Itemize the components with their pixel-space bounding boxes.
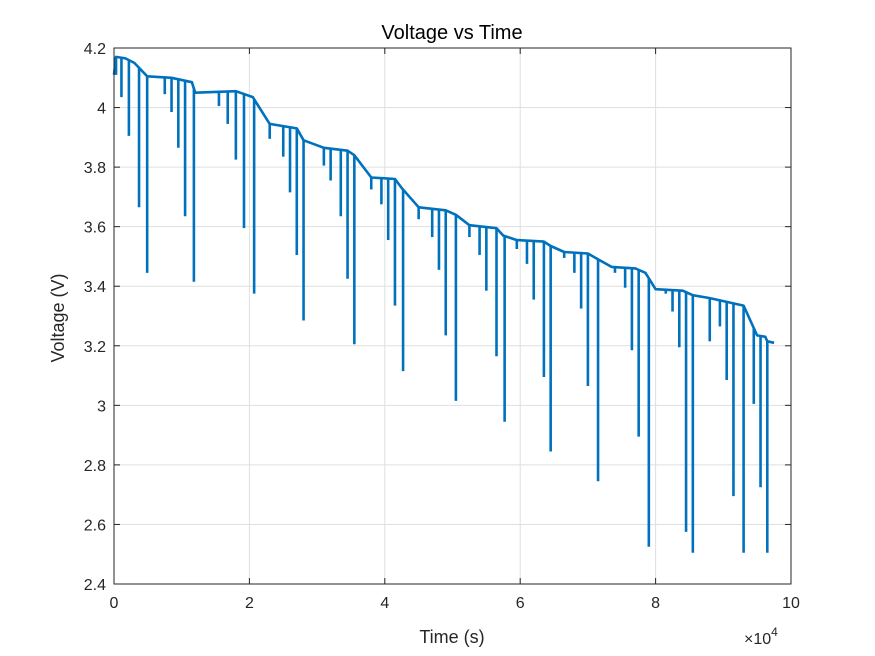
y-tick-label: 2.4 — [84, 577, 106, 594]
x-tick-label: 8 — [651, 595, 660, 612]
voltage-series-line — [112, 55, 775, 345]
y-tick-label: 3.2 — [84, 339, 106, 356]
x-tick-label: 0 — [110, 595, 119, 612]
y-tick-label: 2.6 — [84, 517, 106, 534]
data-layer — [112, 55, 775, 553]
x-axis-label: Time (s) — [419, 627, 484, 647]
x-tick-label: 2 — [245, 595, 254, 612]
y-tick-label: 3.4 — [84, 279, 106, 296]
x-exponent-base: ×10 — [744, 631, 771, 648]
y-tick-labels: 2.4 2.6 2.8 3 3.2 3.4 3.6 3.8 4 4.2 — [84, 41, 106, 594]
x-exponent-power: 4 — [771, 625, 778, 639]
plot-area — [114, 48, 791, 584]
x-tick-label: 6 — [516, 595, 525, 612]
chart-title: Voltage vs Time — [381, 22, 522, 44]
axes-box — [113, 47, 792, 585]
y-tick-label: 3 — [97, 398, 106, 415]
y-tick-label: 4.2 — [84, 41, 106, 58]
y-axis-label: Voltage (V) — [48, 273, 68, 362]
x-tick-label: 4 — [380, 595, 389, 612]
x-axis-exponent: ×104 — [744, 625, 778, 648]
x-tick-labels: 0 2 4 6 8 10 — [110, 595, 800, 612]
x-tick-label: 10 — [782, 595, 800, 612]
y-tick-label: 4 — [97, 101, 106, 118]
y-tick-label: 2.8 — [84, 458, 106, 475]
y-tick-label: 3.6 — [84, 220, 106, 237]
y-tick-label: 3.8 — [84, 160, 106, 177]
tick-marks — [113, 47, 792, 585]
